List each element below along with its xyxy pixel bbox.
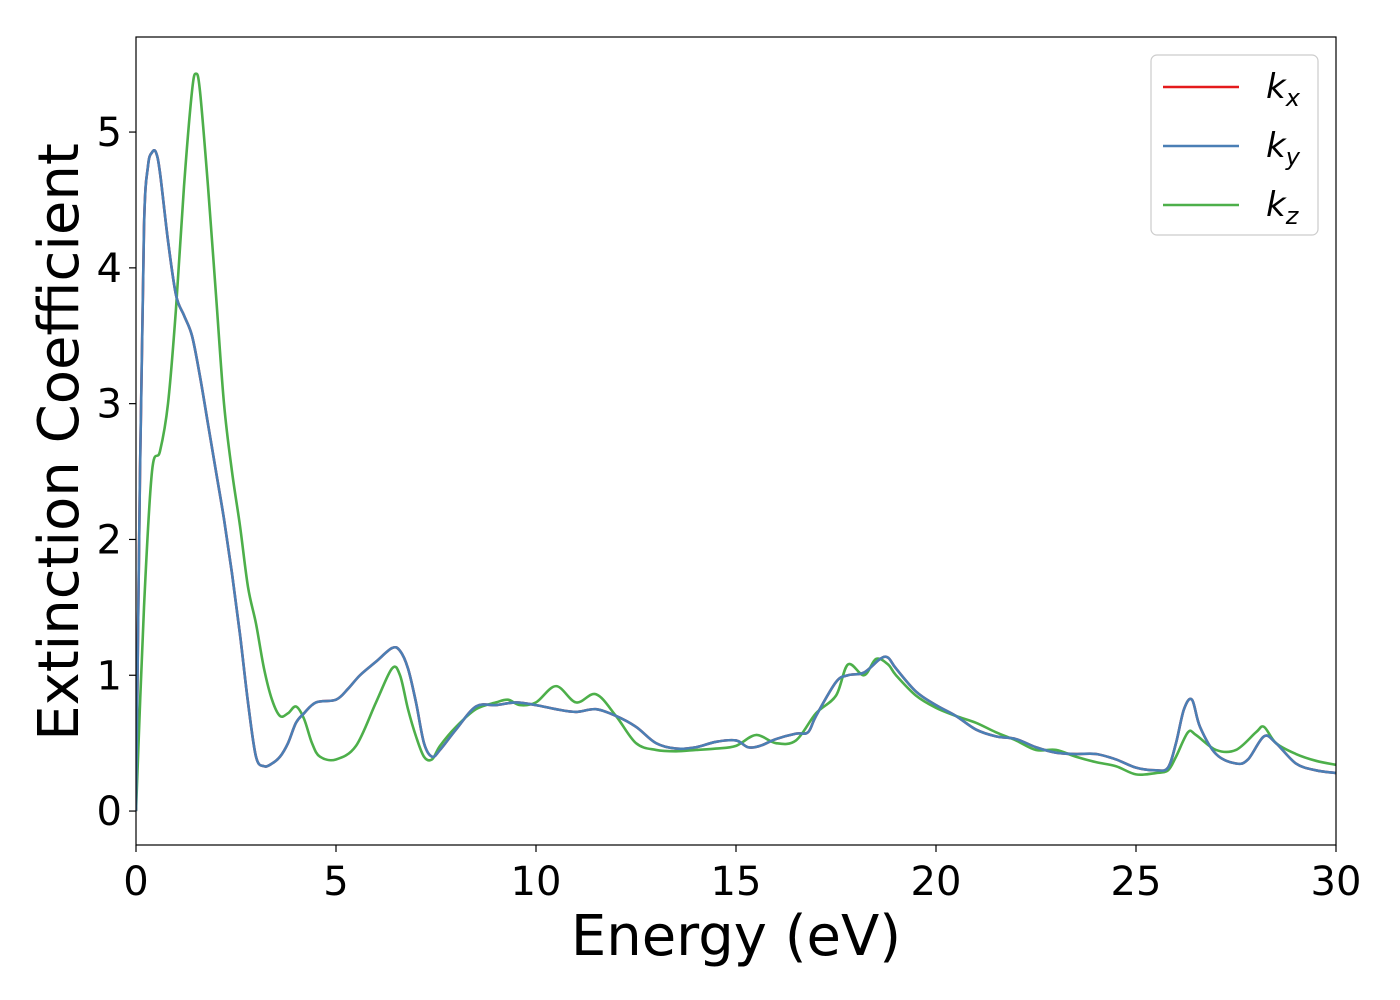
legend-item-k-z: kz bbox=[1163, 185, 1300, 230]
legend-item-k-x: kx bbox=[1163, 67, 1301, 112]
legend-item-k-y: ky bbox=[1163, 126, 1301, 171]
y-tick-label: 1 bbox=[97, 653, 122, 699]
x-axis-ticks: 0 5 10 15 20 25 30 bbox=[123, 845, 1361, 905]
y-tick-label: 2 bbox=[97, 517, 122, 563]
x-tick-label: 30 bbox=[1311, 859, 1362, 905]
series-line-k-x bbox=[136, 149, 1336, 812]
x-tick-label: 15 bbox=[711, 859, 762, 905]
plot-layer bbox=[136, 72, 1336, 812]
y-tick-label: 0 bbox=[97, 789, 122, 835]
y-axis-title: Extinction Coefficient bbox=[27, 143, 92, 741]
x-tick-label: 0 bbox=[123, 859, 148, 905]
legend: kx ky kz bbox=[1150, 54, 1319, 236]
legend-label: kz bbox=[1266, 185, 1300, 230]
series-line-k-y bbox=[136, 149, 1336, 812]
y-axis-ticks: 0 1 2 3 4 5 bbox=[97, 110, 136, 835]
x-tick-label: 25 bbox=[1111, 859, 1162, 905]
x-tick-label: 10 bbox=[511, 859, 562, 905]
series-line-k-z bbox=[136, 72, 1336, 812]
y-tick-label: 3 bbox=[97, 382, 122, 428]
x-axis-title: Energy (eV) bbox=[571, 904, 901, 969]
y-tick-label: 4 bbox=[97, 246, 122, 292]
y-tick-label: 5 bbox=[97, 110, 122, 156]
legend-label: ky bbox=[1266, 126, 1301, 171]
legend-label: kx bbox=[1266, 67, 1301, 112]
x-tick-label: 20 bbox=[911, 859, 962, 905]
x-tick-label: 5 bbox=[323, 859, 348, 905]
